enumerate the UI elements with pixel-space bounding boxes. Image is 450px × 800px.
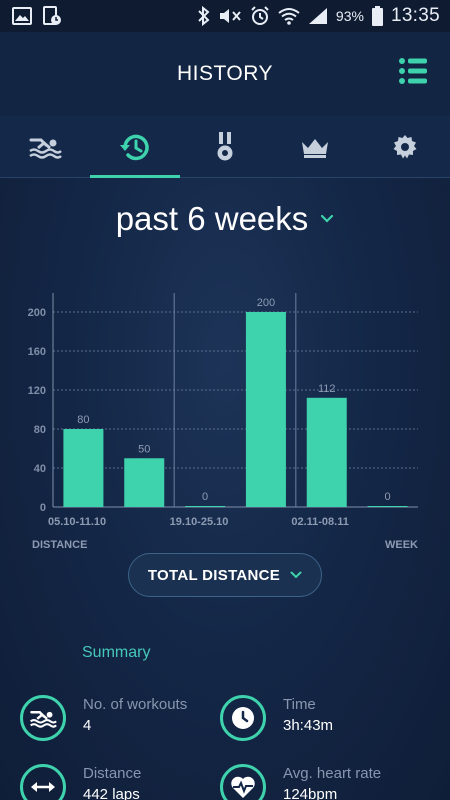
stat-label: No. of workouts (83, 696, 188, 713)
bar-value-label: 200 (257, 297, 275, 309)
tab-swim[interactable] (0, 116, 90, 177)
stat-time: Time 3h:43m (220, 695, 333, 741)
stat-icon-circle (220, 695, 266, 741)
page-title: HISTORY (176, 62, 274, 85)
clock-icon (232, 707, 254, 729)
x-tick-label: 19.10-25.10 (170, 516, 229, 528)
bar (367, 506, 408, 507)
tab-leaderboard[interactable] (270, 116, 360, 177)
crown-icon (302, 138, 328, 158)
y-tick-label: 120 (28, 385, 46, 397)
stat-label: Distance (83, 765, 142, 782)
bar-value-label: 0 (385, 491, 391, 503)
list-icon[interactable] (398, 56, 428, 86)
stat-value: 3h:43m (283, 717, 334, 734)
clock-time: 13:35 (390, 5, 440, 26)
x-tick-label: 02.11-08.11 (291, 516, 349, 528)
wifi-icon (278, 8, 300, 25)
metric-selector-button[interactable]: TOTAL DISTANCE (128, 553, 322, 597)
gallery-icon (12, 7, 32, 25)
arrows-horizontal-icon (31, 782, 55, 792)
stat-label: Avg. heart rate (283, 765, 382, 782)
signal-icon (308, 8, 327, 24)
status-bar: 93% 13:35 (0, 0, 450, 32)
y-tick-label: 200 (28, 307, 46, 319)
history-icon (120, 134, 149, 160)
gear-icon (393, 134, 417, 158)
stat-icon-circle (20, 764, 66, 800)
bar (245, 312, 286, 507)
stat-value: 4 (83, 717, 92, 734)
stat-workouts: No. of workouts 4 (20, 695, 187, 741)
bar-value-label: 80 (77, 414, 89, 426)
tab-settings[interactable] (360, 116, 450, 177)
stat-icon-circle (220, 764, 266, 800)
summary-title: Summary (82, 644, 151, 661)
y-axis-label: DISTANCE (32, 539, 87, 551)
bluetooth-icon (198, 6, 210, 26)
metric-selector-label: TOTAL DISTANCE (147, 566, 281, 584)
y-tick-label: 160 (28, 346, 46, 358)
chevron-down-icon (290, 571, 302, 579)
period-label: past 6 weeks (115, 200, 309, 237)
mute-icon (219, 9, 241, 23)
stat-heart-rate: Avg. heart rate 124bpm (220, 764, 381, 800)
swimmer-icon (29, 138, 62, 159)
bar (306, 397, 347, 507)
tab-medals[interactable] (180, 116, 270, 177)
bar-value-label: 0 (202, 491, 208, 503)
swimmer-icon (30, 711, 57, 728)
stat-value: 442 laps (83, 786, 140, 800)
stat-label: Time (283, 696, 316, 713)
y-tick-label: 40 (34, 463, 46, 475)
alarm-icon (251, 6, 269, 25)
y-tick-label: 0 (40, 502, 46, 514)
x-axis-label: WEEK (385, 539, 418, 551)
bar-value-label: 50 (138, 443, 150, 455)
stat-value: 124bpm (283, 786, 338, 800)
stat-distance: Distance 442 laps (20, 764, 141, 800)
battery-percent: 93% (335, 8, 364, 24)
bar (63, 429, 104, 507)
bar (124, 458, 165, 507)
app-bar: HISTORY (0, 32, 450, 116)
tab-bar (0, 116, 450, 178)
tab-history[interactable] (90, 116, 180, 178)
battery-icon (371, 6, 383, 26)
heart-rate-icon (231, 776, 255, 798)
bar (185, 506, 226, 507)
screenshot-icon (43, 6, 61, 25)
chevron-down-icon (321, 214, 334, 223)
period-selector[interactable]: past 6 weeks (0, 200, 450, 238)
x-tick-label: 05.10-11.10 (48, 516, 106, 528)
bar-value-label: 112 (318, 383, 336, 395)
stat-icon-circle (20, 695, 66, 741)
medal-icon (217, 131, 233, 160)
y-tick-label: 80 (34, 424, 46, 436)
